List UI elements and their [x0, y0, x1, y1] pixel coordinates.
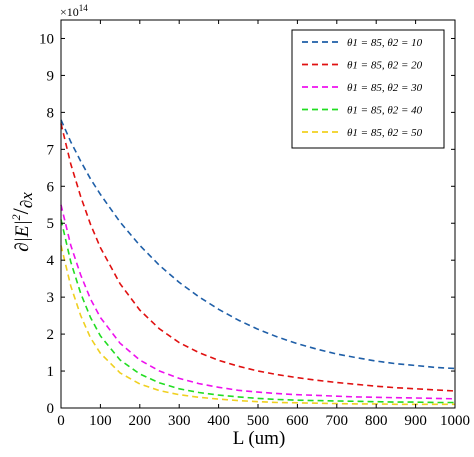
x-tick-label: 1000 [440, 413, 470, 429]
legend: θ1 = 85, θ2 = 10 θ1 = 85, θ2 = 20 θ1 = 85,… [291, 29, 445, 149]
y-axis-title: ∂|E|2/∂x [8, 192, 36, 252]
y-tick-label: 2 [47, 327, 55, 343]
y-tick-label: 8 [47, 105, 55, 121]
x-tick-label: 900 [404, 413, 427, 429]
series-line-5 [60, 245, 455, 406]
legend-label-1: θ1 = 85, θ2 = 10 [347, 37, 423, 49]
legend-label-4: θ1 = 85, θ2 = 40 [347, 105, 423, 117]
y-tick-label: 5 [47, 216, 55, 232]
curves-layer [60, 119, 456, 406]
ticks-layer: 0 100 200 300 400 500 600 700 800 900 1000 0 1 2 3 4 5 6 7… [39, 20, 470, 429]
legend-label-5: θ1 = 85, θ2 = 50 [347, 127, 423, 139]
x-tick-label: 200 [129, 413, 152, 429]
series-line-1 [60, 119, 456, 370]
y-axis-multiplier: ×1014 [60, 3, 88, 19]
x-tick-label: 100 [89, 413, 112, 429]
x-tick-label: 300 [168, 413, 191, 429]
series-line-3 [60, 204, 456, 400]
y-tick-label: 9 [47, 68, 55, 84]
series-line-4 [60, 219, 455, 404]
x-tick-label: 800 [365, 413, 388, 429]
x-tick-label: 500 [247, 413, 270, 429]
svg-text:∂|E|2/∂x: ∂|E|2/∂x [8, 192, 36, 252]
x-tick-label: 700 [326, 413, 349, 429]
y-tick-label: 7 [47, 142, 55, 158]
x-tick-label: 600 [286, 413, 309, 429]
y-tick-label: 3 [47, 290, 55, 306]
y-tick-label: 0 [47, 401, 55, 417]
legend-label-3: θ1 = 85, θ2 = 30 [347, 82, 423, 94]
x-tick-label: 400 [207, 413, 230, 429]
x-tick-label: 0 [57, 413, 65, 429]
legend-label-2: θ1 = 85, θ2 = 20 [347, 60, 423, 72]
y-tick-label: 6 [47, 179, 55, 195]
legend-box [291, 29, 445, 149]
x-axis-title: L (um) [233, 428, 286, 449]
series-line-2 [60, 123, 456, 392]
y-tick-label: 4 [47, 253, 55, 269]
y-tick-label: 1 [47, 364, 55, 380]
y-tick-label: 10 [39, 31, 54, 47]
